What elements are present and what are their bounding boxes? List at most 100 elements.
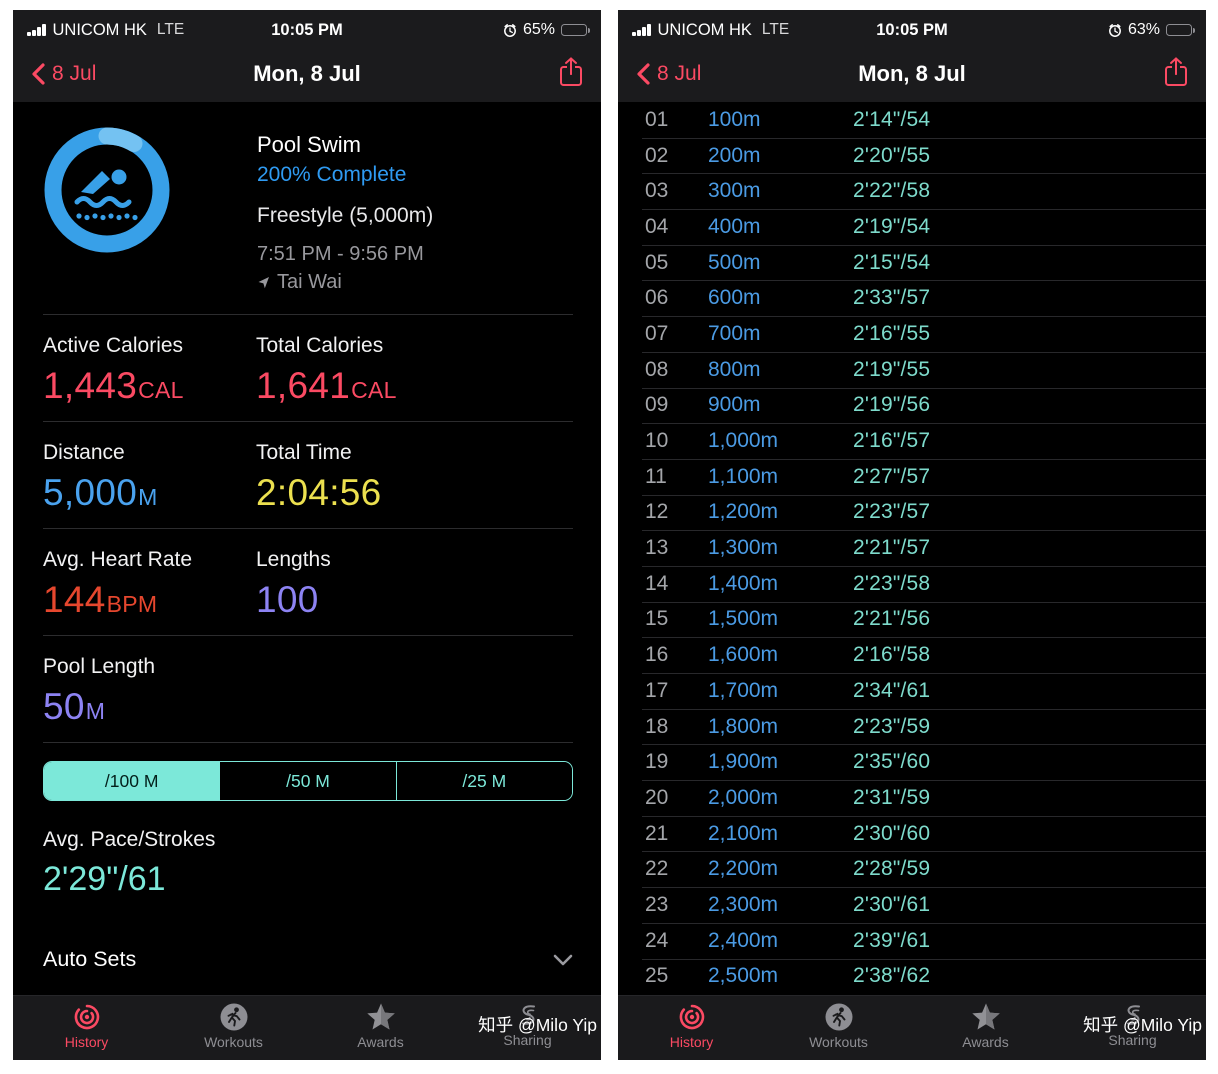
splits-table: 01 100m 2'14"/54 02 200m 2'20"/55 03 300… xyxy=(618,102,1206,995)
split-pace: 2'30"/61 xyxy=(853,892,931,916)
split-pace: 2'19"/55 xyxy=(853,357,931,381)
split-pace: 2'15"/54 xyxy=(853,250,931,274)
lengths-metric: Lengths 100 xyxy=(256,548,573,635)
split-distance: 900m xyxy=(708,393,761,417)
split-row: 24 2,400m 2'39"/61 xyxy=(618,922,1206,959)
workout-location: Tai Wai xyxy=(277,271,342,293)
split-pace: 2'19"/54 xyxy=(853,214,931,238)
back-button[interactable]: 8 Jul xyxy=(636,62,701,86)
tab-workouts-label: Workouts xyxy=(809,1034,868,1050)
tab-awards[interactable]: Awards xyxy=(307,996,454,1060)
total-time-metric: Total Time 2:04:56 xyxy=(256,441,573,528)
split-row: 03 300m 2'22"/58 xyxy=(618,173,1206,209)
carrier-label: UNICOM HK xyxy=(657,20,752,39)
split-index: 17 xyxy=(645,678,669,702)
split-pace: 2'28"/59 xyxy=(853,857,931,881)
distance-metric: Distance 5,000M xyxy=(43,441,256,528)
alarm-icon xyxy=(504,24,516,37)
split-pace: 2'22"/58 xyxy=(853,179,931,203)
segment-per-100m[interactable]: /100 M xyxy=(44,762,220,800)
tab-bar: History Workouts Awards Sharing 知乎 @Milo… xyxy=(13,995,601,1060)
awards-icon xyxy=(366,1003,395,1030)
pace-unit-segmented-control: /100 M /50 M /25 M xyxy=(43,761,573,801)
split-index: 04 xyxy=(645,214,669,238)
history-icon xyxy=(74,1004,99,1030)
carrier-label: UNICOM HK xyxy=(52,20,147,39)
split-index: 20 xyxy=(645,785,669,809)
signal-strength-icon xyxy=(632,24,651,36)
split-index: 18 xyxy=(645,714,669,738)
avg-pace-metric: Avg. Pace/Strokes 2'29"/61 xyxy=(43,828,573,899)
tab-sharing[interactable]: Sharing xyxy=(454,996,601,1060)
heart-rate-value: 144BPM xyxy=(43,579,158,620)
split-index: 15 xyxy=(645,607,669,631)
tab-awards[interactable]: Awards xyxy=(912,996,1059,1060)
split-index: 14 xyxy=(645,571,669,595)
split-index: 25 xyxy=(645,964,669,988)
split-distance: 1,400m xyxy=(708,571,779,595)
tab-workouts[interactable]: Workouts xyxy=(160,996,307,1060)
share-icon xyxy=(560,57,582,86)
split-distance: 1,700m xyxy=(708,678,779,702)
split-distance: 1,200m xyxy=(708,500,779,524)
navigation-bar: Mon, 8 Jul 8 Jul xyxy=(618,46,1206,102)
split-pace: 2'16"/57 xyxy=(853,429,931,453)
split-row: 23 2,300m 2'30"/61 xyxy=(618,887,1206,923)
split-row: 13 1,300m 2'21"/57 xyxy=(618,530,1206,566)
battery-percentage: 65% xyxy=(522,21,555,38)
split-row: 07 700m 2'16"/55 xyxy=(618,316,1206,352)
auto-sets-row[interactable]: Auto Sets xyxy=(43,947,573,972)
split-index: 12 xyxy=(645,500,669,524)
battery-icon xyxy=(561,23,590,37)
split-distance: 1,500m xyxy=(708,607,779,631)
tab-history[interactable]: History xyxy=(13,996,160,1060)
tab-history-label: History xyxy=(64,1034,109,1050)
split-row: 21 2,100m 2'30"/60 xyxy=(618,815,1206,852)
segment-per-25m[interactable]: /25 M xyxy=(395,762,572,800)
split-distance: 400m xyxy=(708,214,761,238)
split-row: 16 1,600m 2'16"/58 xyxy=(618,637,1206,673)
split-pace: 2'23"/57 xyxy=(853,500,931,524)
workout-time-range: 7:51 PM - 9:56 PM xyxy=(257,243,424,265)
tab-awards-label: Awards xyxy=(357,1034,404,1050)
active-calories-value: 1,443CAL xyxy=(43,365,184,406)
split-distance: 1,100m xyxy=(708,464,779,488)
split-index: 13 xyxy=(645,536,669,560)
tab-sharing[interactable]: Sharing xyxy=(1059,996,1206,1060)
split-index: 05 xyxy=(645,250,669,274)
back-button[interactable]: 8 Jul xyxy=(31,62,96,86)
tab-history[interactable]: History xyxy=(618,996,765,1060)
split-pace: 2'31"/59 xyxy=(853,785,931,809)
lengths-label: Lengths xyxy=(256,548,331,571)
calories-row: Active Calories 1,443CAL Total Calories … xyxy=(43,315,573,422)
split-distance: 2,200m xyxy=(708,857,779,881)
share-button[interactable] xyxy=(559,57,583,92)
split-index: 08 xyxy=(645,357,669,381)
split-distance: 700m xyxy=(708,321,761,345)
split-pace: 2'16"/58 xyxy=(853,643,931,667)
split-distance: 600m xyxy=(708,286,761,310)
split-pace: 2'33"/57 xyxy=(853,286,931,310)
pool-length-value: 50M xyxy=(43,686,106,727)
split-distance: 1,900m xyxy=(708,750,779,774)
split-row: 15 1,500m 2'21"/56 xyxy=(618,601,1206,638)
auto-sets-label: Auto Sets xyxy=(43,947,137,971)
split-row: 25 2,500m 2'38"/62 xyxy=(618,958,1206,995)
history-icon xyxy=(679,1004,704,1030)
split-pace: 2'34"/61 xyxy=(853,678,931,702)
split-pace: 2'30"/60 xyxy=(853,821,931,845)
split-distance: 1,300m xyxy=(708,536,779,560)
split-pace: 2'19"/56 xyxy=(853,393,931,417)
split-index: 11 xyxy=(645,464,667,488)
split-distance: 500m xyxy=(708,250,761,274)
split-index: 19 xyxy=(645,750,669,774)
split-index: 02 xyxy=(645,143,669,167)
distance-label: Distance xyxy=(43,441,125,464)
split-row: 17 1,700m 2'34"/61 xyxy=(618,673,1206,709)
status-bar: UNICOM HK LTE 10:05 PM 65% xyxy=(13,10,601,46)
tab-workouts[interactable]: Workouts xyxy=(765,996,912,1060)
split-row: 10 1,000m 2'16"/57 xyxy=(618,423,1206,459)
avg-pace-value: 2'29"/61 xyxy=(43,860,166,898)
share-button[interactable] xyxy=(1164,57,1188,92)
segment-per-50m[interactable]: /50 M xyxy=(219,762,396,800)
